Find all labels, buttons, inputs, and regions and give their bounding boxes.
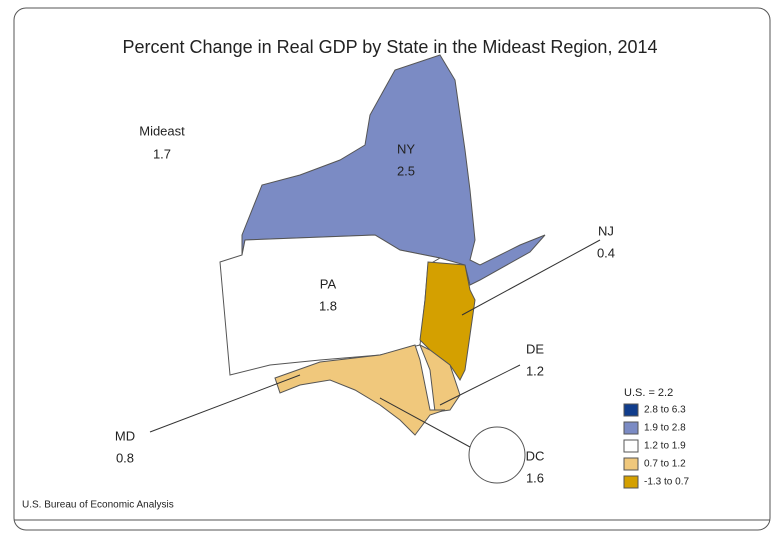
state-shape	[419, 343, 461, 413]
state-value: 1.2	[526, 363, 544, 378]
state-value: 0.8	[116, 450, 134, 465]
state-label: NY	[397, 141, 415, 156]
legend-title: U.S. = 2.2	[624, 387, 673, 399]
source: U.S. Bureau of Economic Analysis	[22, 500, 174, 511]
state-label: DC	[526, 448, 545, 463]
legend-swatch	[623, 403, 639, 417]
state-value: 2.5	[397, 163, 415, 178]
legend-label: 1.2 to 1.9	[644, 441, 686, 452]
leader-line	[461, 239, 601, 316]
state-label: DE	[526, 341, 544, 356]
legend-swatch	[623, 457, 639, 471]
leader-line	[149, 374, 301, 433]
legend-swatch	[623, 475, 639, 489]
state-value: 1.8	[319, 298, 337, 313]
leader-line	[439, 364, 521, 406]
state-label: NJ	[598, 223, 614, 238]
legend-swatch	[623, 439, 639, 453]
region-label: Mideast	[139, 123, 185, 138]
state-shape	[274, 344, 446, 436]
states	[219, 54, 546, 484]
state-value: 0.4	[597, 245, 615, 260]
leader-lines	[149, 239, 601, 448]
state-label: MD	[115, 428, 135, 443]
state-value: 1.6	[526, 470, 544, 485]
legend-label: 2.8 to 6.3	[644, 405, 686, 416]
state-shape	[419, 261, 476, 381]
legend-swatch	[623, 421, 639, 435]
state-label: PA	[320, 276, 337, 291]
legend-label: 1.9 to 2.8	[644, 423, 686, 434]
legend-label: -1.3 to 0.7	[644, 477, 689, 488]
legend-label: 0.7 to 1.2	[644, 459, 686, 470]
leader-line	[379, 397, 471, 448]
state-shape	[468, 426, 526, 484]
region-value: 1.7	[153, 146, 171, 161]
map-title: Percent Change in Real GDP by State in t…	[123, 37, 658, 57]
